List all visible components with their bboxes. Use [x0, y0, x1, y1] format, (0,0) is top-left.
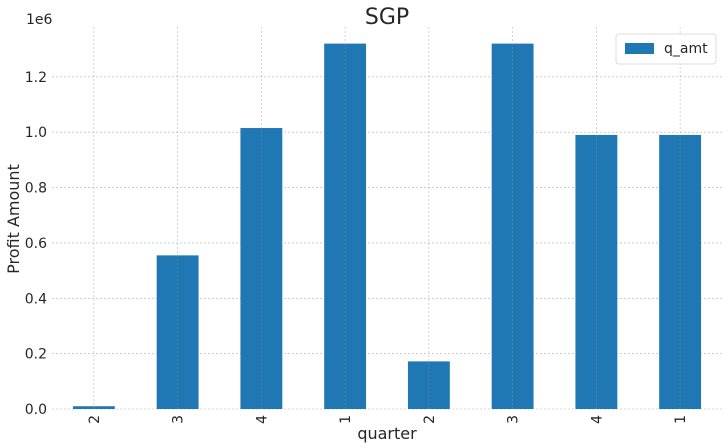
x-tick-label: 2 [87, 415, 103, 424]
bar [407, 361, 450, 409]
legend-label: q_amt [664, 41, 708, 57]
x-tick-label: 3 [506, 415, 522, 424]
y-offset-label: 1e6 [26, 12, 53, 28]
bar [324, 43, 367, 409]
legend-box [615, 33, 717, 65]
y-tick-label: 0.8 [25, 181, 47, 197]
y-tick-label: 1.2 [25, 70, 47, 86]
x-tick-label: 2 [422, 415, 438, 424]
x-tick-label: 3 [171, 415, 187, 424]
y-tick-label: 1.0 [25, 125, 47, 141]
y-tick-label: 0.2 [25, 347, 47, 363]
x-axis-title: quarter [357, 424, 417, 443]
x-tick-label: 4 [254, 415, 270, 424]
chart-title: SGP [365, 5, 409, 30]
bar [491, 43, 534, 409]
y-tick-label: 0.4 [25, 291, 47, 307]
y-tick-labels: 0.0 0.2 0.4 0.6 0.8 1.0 1.2 [25, 70, 47, 418]
y-axis-title: Profit Amount [4, 164, 23, 274]
y-tick-label: 0.6 [25, 236, 47, 252]
x-tick-label: 4 [589, 415, 605, 424]
x-tick-label: 1 [338, 415, 354, 424]
legend: q_amt [615, 33, 717, 65]
legend-swatch [625, 43, 654, 54]
y-tick-label: 0.0 [25, 402, 47, 418]
x-tick-labels: 2 3 4 1 2 3 4 1 [87, 415, 689, 424]
x-tick-label: 1 [673, 415, 689, 424]
